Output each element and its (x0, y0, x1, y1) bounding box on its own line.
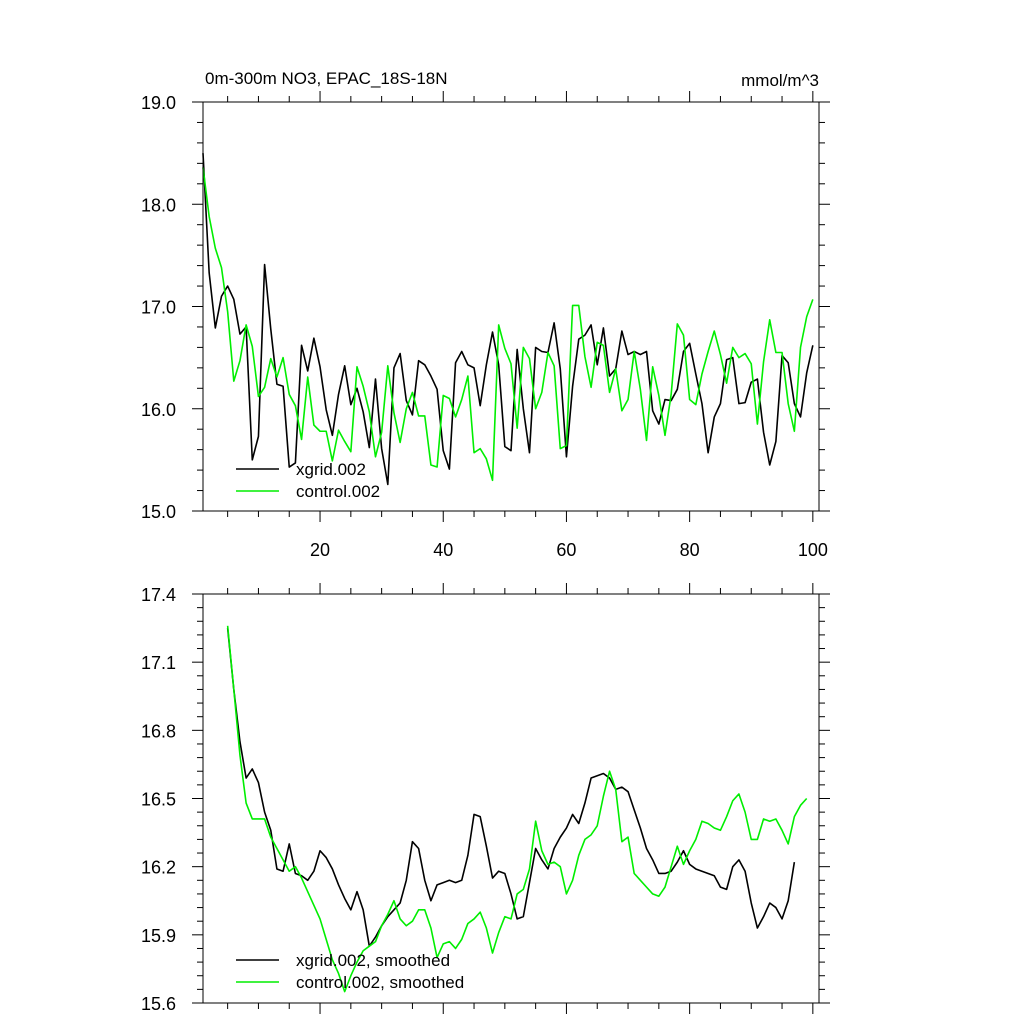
y-tick-label: 15.9 (141, 926, 176, 946)
series-line-1-1 (226, 625, 808, 993)
series-line-0-1 (202, 167, 814, 482)
top-panel-units: mmol/m^3 (741, 71, 819, 90)
x-tick-label: 60 (556, 540, 576, 560)
bottom-panel: 15.6 15.9 16.2 16.5 16.8 17.1 17.4 xgrid.002, … (141, 583, 830, 1014)
y-tick-label: 16.0 (141, 400, 176, 420)
bottom-panel-plot-frame (202, 593, 820, 1004)
series-line-0-0 (202, 153, 814, 486)
series-line-1-0 (226, 628, 796, 947)
x-tick-label: 80 (680, 540, 700, 560)
y-tick-label: 15.0 (141, 502, 176, 522)
y-tick-label: 16.2 (141, 858, 176, 878)
x-tick-label: 20 (310, 540, 330, 560)
y-tick-label: 17.1 (141, 653, 176, 673)
y-tick-label: 17.0 (141, 298, 176, 318)
legend-label-xgrid: xgrid.002 (296, 460, 366, 479)
legend-label-control: control.002 (296, 482, 380, 501)
x-tick-label: 40 (433, 540, 453, 560)
y-tick-label: 16.5 (141, 790, 176, 810)
legend-label-xgrid-smoothed: xgrid.002, smoothed (296, 951, 450, 970)
y-tick-label: 17.4 (141, 585, 176, 605)
legend-label-control-smoothed: control.002, smoothed (296, 973, 464, 992)
y-tick-label: 15.6 (141, 994, 176, 1014)
y-tick-label: 19.0 (141, 93, 176, 113)
bottom-panel-legend: xgrid.002, smoothed control.002, smoothe… (236, 951, 464, 992)
top-panel-title: 0m-300m NO3, EPAC_18S-18N (205, 69, 448, 88)
y-tick-label: 18.0 (141, 195, 176, 215)
y-tick-label: 16.8 (141, 721, 176, 741)
top-panel-legend: xgrid.002 control.002 (236, 460, 380, 501)
top-panel: 0m-300m NO3, EPAC_18S-18N mmol/m^3 20 40 6… (141, 69, 830, 560)
x-tick-label: 100 (798, 540, 828, 560)
